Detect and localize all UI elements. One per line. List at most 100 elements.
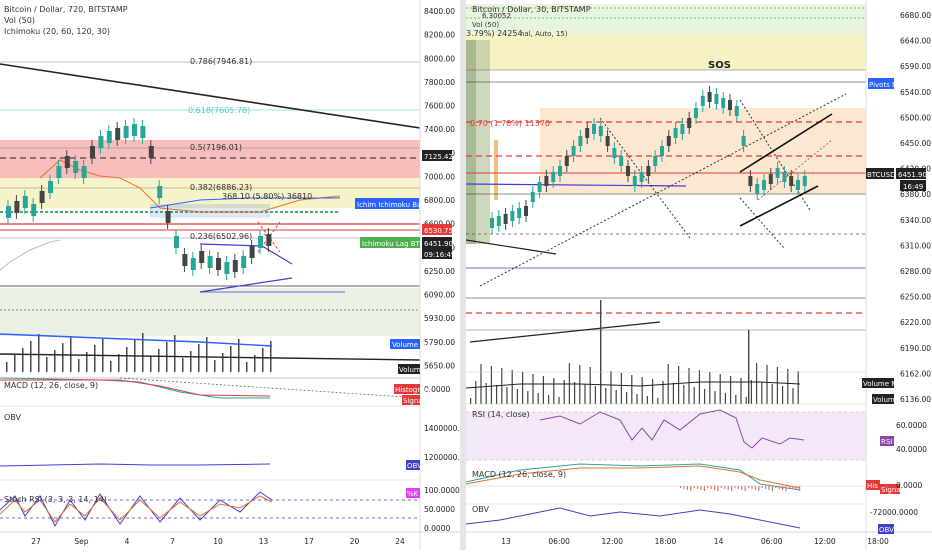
shaded-zone [0, 288, 420, 336]
price-tick: 6680.00 [900, 11, 931, 20]
right-macd-histogram [680, 486, 801, 491]
right-chart[interactable] [465, 0, 932, 550]
fib-382: 0.382(6886.23) [190, 183, 252, 192]
price-tick: 6800.00 [424, 196, 455, 205]
fib-786: 0.786(7946.81) [190, 57, 252, 66]
left-obv-axis-1: 1400000.0000 [424, 424, 479, 433]
price-tick: 5790.00 [424, 338, 455, 347]
price-tick: 0.0000 [424, 385, 450, 394]
left-time-axis[interactable]: 27 Sep 4 7 10 13 17 20 24 [31, 537, 405, 546]
tag-volume-ma-right: Volume MA [863, 380, 902, 388]
left-chart-title: Bitcoin / Dollar, 720, BITSTAMP [4, 5, 128, 14]
tag-time-left: 09:16:49 [424, 251, 455, 259]
time-tick: 12:00 [601, 537, 623, 546]
rsi-label: RSI (14, close) [472, 410, 530, 419]
time-tick: 4 [125, 537, 130, 546]
price-tick: 6640.00 [900, 37, 931, 46]
price-tick: 6190.00 [900, 344, 931, 353]
price-tick: 6250.00 [424, 267, 455, 276]
right-price-axis[interactable]: 6680.00 6640.00 6590.00 6540.00 6500.00 6450.… [900, 11, 931, 404]
time-tick: 13 [501, 537, 511, 546]
tag-ichimoku-base: Ichim Ichimoku Base Line [357, 201, 446, 209]
time-tick: 13 [259, 537, 269, 546]
price-tick: 6340.00 [900, 216, 931, 225]
price-tick: 8000.00 [424, 54, 455, 63]
tag-volume-left: Volume [399, 366, 425, 374]
right-volume-bars [470, 300, 799, 404]
right-macd-axis-0: 0.0000 [896, 481, 922, 490]
left-ichimoku-label: Ichimoku (20, 60, 120, 30) [4, 27, 110, 36]
right-line-2: Vol (50) [472, 21, 499, 29]
price-tick: 7400.00 [424, 125, 455, 134]
stoch-axis-100: 100.0000 [424, 486, 460, 495]
price-tick: 7600.00 [424, 102, 455, 111]
right-candles [490, 86, 807, 234]
time-tick: 06:00 [761, 537, 783, 546]
right-chart-title: Bitcoin / Dollar, 30, BITSTAMP [472, 5, 591, 14]
right-tags: Pivots P BTCUSD 6451.90 16:49 Volume MA … [862, 78, 927, 534]
price-tick: 6380.00 [900, 190, 931, 199]
trend-line[interactable] [0, 63, 421, 129]
price-tick: 6250.00 [900, 293, 931, 302]
kumo-cloud-yellow [0, 178, 420, 208]
measure-label: 368.10 (5.80%) 36810 [222, 192, 312, 201]
time-tick: 18:00 [867, 537, 889, 546]
left-chart[interactable] [0, 0, 460, 550]
price-tick: 6162.00 [900, 369, 931, 378]
time-tick: 24 [395, 537, 405, 546]
fib-500: 0.5(7196.01) [190, 143, 242, 152]
tag-time-right: 16:49 [903, 183, 923, 191]
price-tick: 6450.00 [900, 139, 931, 148]
price-tick: 6280.00 [900, 267, 931, 276]
time-tick: 18:00 [655, 537, 677, 546]
price-tick: 6500.00 [900, 113, 931, 122]
rsi-axis-60: 60.0000 [896, 421, 927, 430]
right-obv-axis: -72000.0000 [870, 508, 918, 517]
right-obv-label: OBV [472, 505, 490, 514]
chart-splitter[interactable] [460, 0, 466, 550]
right-time-axis[interactable]: 13 06:00 12:00 18:00 14 06:00 12:00 18:00 [501, 537, 889, 546]
right-line-1: 6.30052 [482, 12, 511, 20]
time-tick: 17 [304, 537, 314, 546]
time-tick: 14 [714, 537, 724, 546]
price-tick: 6310.00 [900, 241, 931, 250]
left-vol-label: Vol (50) [4, 16, 35, 25]
tag-6451: 6451.90 [424, 240, 453, 248]
right-line-4: nal, Auto, 15) [520, 30, 568, 38]
time-tick: 12:00 [814, 537, 836, 546]
sos-label: SOS [708, 60, 731, 71]
right-macd-label: MACD (12, 26, close, 9) [472, 470, 566, 479]
tag-6530: 6530.75 [424, 227, 453, 235]
left-volume-bars [6, 333, 272, 372]
price-tick: 7000.00 [424, 172, 455, 181]
price-tick: 5650.00 [424, 361, 455, 370]
time-tick: 06:00 [548, 537, 570, 546]
price-tick: 6540.00 [900, 88, 931, 97]
tag-7125: 7125.42 [424, 153, 453, 161]
stoch-label: Stoch RSI (3, 3, 3, 14, 14) [4, 495, 107, 504]
tag-his-right: His [867, 482, 878, 490]
tag-ichimoku-lag: Ichimoku Lag BTCUSD [362, 240, 439, 248]
fib-236: 0.236(6502.96) [190, 232, 252, 241]
tag-btcusd-right: BTCUSD [867, 171, 896, 179]
time-tick: 7 [170, 537, 175, 546]
tag-signal-right: Signal [881, 486, 903, 494]
right-line-3: 3.79%) 24254 [466, 29, 523, 38]
tag-volume-right: Volume [873, 396, 899, 404]
tag-6451-right: 6451.90 [898, 171, 927, 179]
price-tick: 6136.00 [900, 395, 931, 404]
stoch-axis-0: 0.0000 [424, 524, 450, 533]
left-obv-axis-2: 1200000.0000 [424, 453, 479, 462]
price-tick: 8400.00 [424, 7, 455, 16]
right-fib-label: 0.70 (1.78%) 11370 [470, 119, 550, 128]
tag-pivots: Pivots P [869, 81, 896, 89]
price-tick: 6220.00 [900, 318, 931, 327]
price-tick: 6090.00 [424, 291, 455, 300]
tag-volume-ma-left: Volume MA [392, 341, 431, 349]
stoch-axis-50: 50.0000 [424, 505, 455, 514]
time-tick: 10 [213, 537, 223, 546]
tag-stoch-k: %K [407, 490, 419, 498]
price-tick: 7800.00 [424, 78, 455, 87]
